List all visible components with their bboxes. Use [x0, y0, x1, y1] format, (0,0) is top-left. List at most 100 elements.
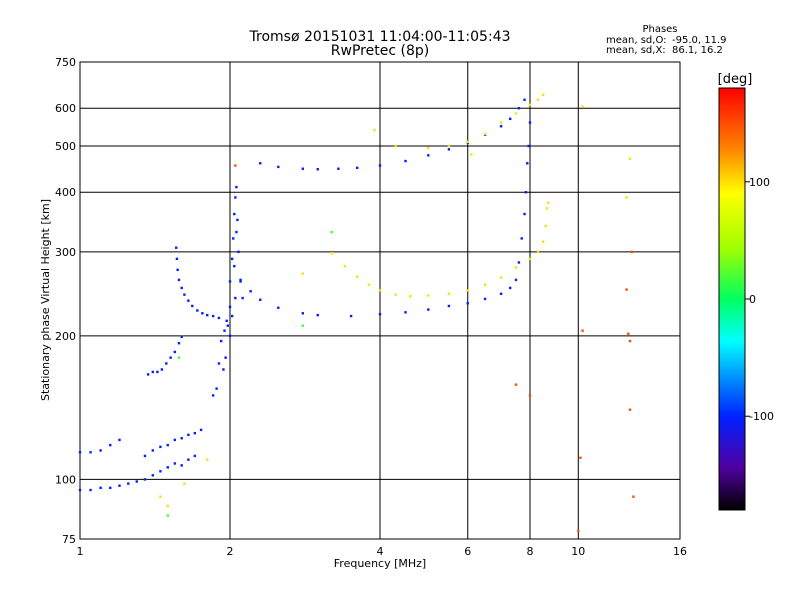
data-point [343, 264, 347, 268]
phases-o-label: mean, sd,O: [606, 35, 667, 46]
data-point [349, 314, 353, 318]
x-tick-label: 8 [527, 545, 534, 558]
data-point [545, 207, 549, 210]
data-point [447, 292, 451, 295]
data-point [135, 480, 138, 483]
data-point [378, 164, 382, 167]
colorbar-tick-label: 0 [749, 293, 756, 306]
x-tick-label: 10 [571, 545, 585, 558]
data-point [528, 121, 532, 124]
data-point [470, 153, 473, 156]
data-point [143, 478, 147, 481]
data-point [394, 144, 397, 148]
data-point [373, 128, 376, 132]
y-tick-label: 100 [55, 473, 76, 486]
data-point [159, 495, 162, 498]
data-point [536, 250, 540, 254]
colorbar-tick-label: 100 [749, 176, 770, 189]
data-point [239, 278, 242, 282]
data-point [541, 240, 545, 243]
data-point [109, 486, 112, 490]
data-point [118, 438, 121, 442]
data-point [499, 276, 503, 279]
data-point [499, 292, 503, 295]
data-point [166, 466, 169, 469]
data-point [235, 185, 238, 189]
data-point [466, 302, 469, 305]
data-point [546, 201, 550, 205]
data-point [166, 514, 169, 517]
data-point [183, 293, 186, 296]
data-point [249, 290, 252, 293]
data-point [527, 144, 530, 148]
y-tick-label: 500 [55, 140, 76, 153]
data-point [99, 449, 102, 452]
x-tick-label: 4 [377, 545, 384, 558]
data-point [166, 504, 169, 508]
data-point [355, 166, 359, 170]
data-point [228, 280, 232, 283]
data-point [234, 296, 237, 300]
data-point [177, 356, 181, 359]
data-point [427, 154, 430, 157]
data-point [447, 144, 451, 148]
data-point [219, 339, 223, 343]
data-point [233, 264, 236, 268]
data-point [196, 309, 199, 312]
data-point [183, 482, 186, 485]
data-point [483, 132, 487, 136]
data-point [466, 140, 469, 144]
data-point [159, 470, 162, 473]
data-point [316, 168, 319, 171]
data-point [544, 224, 547, 228]
data-point [234, 164, 237, 167]
data-point [528, 257, 532, 261]
data-point [89, 488, 92, 492]
data-point [259, 162, 262, 165]
data-point [175, 257, 179, 261]
data-point [173, 438, 177, 442]
data-point [330, 230, 333, 234]
data-point [630, 250, 633, 254]
data-point [259, 298, 262, 301]
data-point [409, 295, 412, 298]
data-point [625, 196, 628, 199]
data-point [193, 431, 197, 435]
data-point [483, 283, 487, 286]
data-point [230, 257, 234, 261]
data-point [222, 368, 225, 371]
phases-x-values: 86.1, 16.2 [672, 45, 723, 56]
data-point [404, 159, 407, 163]
data-point [301, 324, 305, 327]
data-point [109, 443, 112, 447]
y-tick-label: 750 [55, 56, 76, 69]
data-point [367, 283, 371, 286]
data-point [517, 261, 521, 264]
data-point [224, 356, 227, 359]
data-point [234, 196, 237, 199]
data-point [78, 488, 82, 492]
data-point [193, 454, 197, 458]
data-point [528, 394, 532, 397]
y-axis-label: Stationary phase Virtual Height [km] [39, 199, 52, 401]
data-point [394, 293, 397, 296]
phases-o-values: -95.0, 11.9 [672, 35, 727, 46]
y-tick-label: 200 [55, 330, 76, 343]
x-axis-label: Frequency [MHz] [334, 557, 426, 570]
data-point [187, 458, 190, 461]
data-point [228, 334, 232, 338]
data-point [628, 157, 632, 161]
data-point [177, 278, 181, 282]
data-point [165, 362, 168, 365]
data-point [528, 103, 532, 107]
y-tick-label: 75 [62, 533, 76, 546]
chart-title: Tromsø 20151031 11:04:00-11:05:43 [249, 29, 511, 45]
data-point [378, 289, 382, 292]
data-point [78, 451, 82, 454]
data-point [628, 408, 632, 411]
data-point [514, 278, 518, 282]
data-point [156, 370, 159, 374]
data-point [205, 313, 209, 317]
y-axis-ticks: 75 100 200 300 400 500 600 750 [55, 56, 76, 546]
